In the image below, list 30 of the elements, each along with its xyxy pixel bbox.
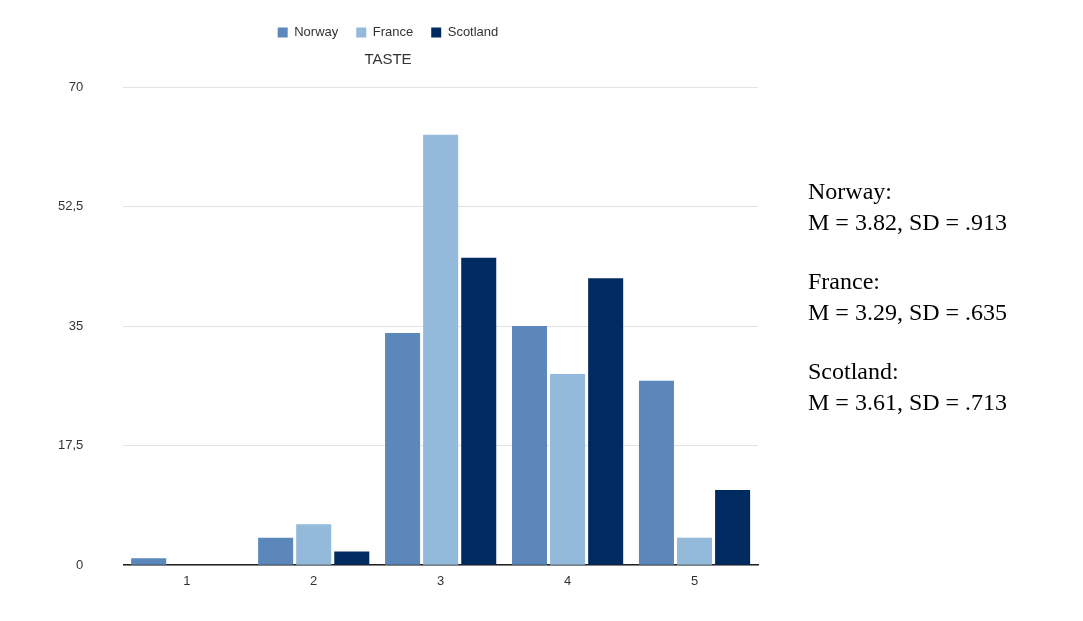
bar xyxy=(423,134,459,565)
legend-label: Scotland xyxy=(447,24,499,40)
x-tick-label: 1 xyxy=(183,572,191,588)
x-tick-label: 2 xyxy=(310,572,318,588)
text: Norway: M = 3.82, SD = .913 xyxy=(808,176,1008,237)
bar xyxy=(550,373,586,565)
bar xyxy=(385,332,421,565)
text: Scotland: M = 3.61, SD = .713 xyxy=(808,356,1008,417)
legend-label: Norway xyxy=(294,24,339,40)
y-tick-label: 0 xyxy=(76,556,84,572)
bar xyxy=(131,558,167,565)
y-tick-label: 17,5 xyxy=(57,437,84,453)
chart-title: TASTE xyxy=(364,50,412,68)
legend-label: France xyxy=(372,24,414,40)
bar xyxy=(677,537,713,565)
bar xyxy=(511,326,548,565)
bar xyxy=(588,278,624,565)
bar xyxy=(715,490,751,565)
x-tick-label: 4 xyxy=(563,572,572,588)
bar xyxy=(258,537,294,565)
bar xyxy=(638,380,674,565)
bar xyxy=(296,524,332,565)
y-tick-label: 70 xyxy=(68,78,84,94)
text: France: M = 3.29, SD = .635 xyxy=(808,266,1008,327)
bar xyxy=(334,551,370,565)
x-tick-label: 3 xyxy=(437,572,445,588)
y-tick-label: 35 xyxy=(68,317,84,333)
x-tick-label: 5 xyxy=(690,572,699,588)
y-tick-label: 52,5 xyxy=(57,198,84,214)
bar xyxy=(461,257,497,565)
